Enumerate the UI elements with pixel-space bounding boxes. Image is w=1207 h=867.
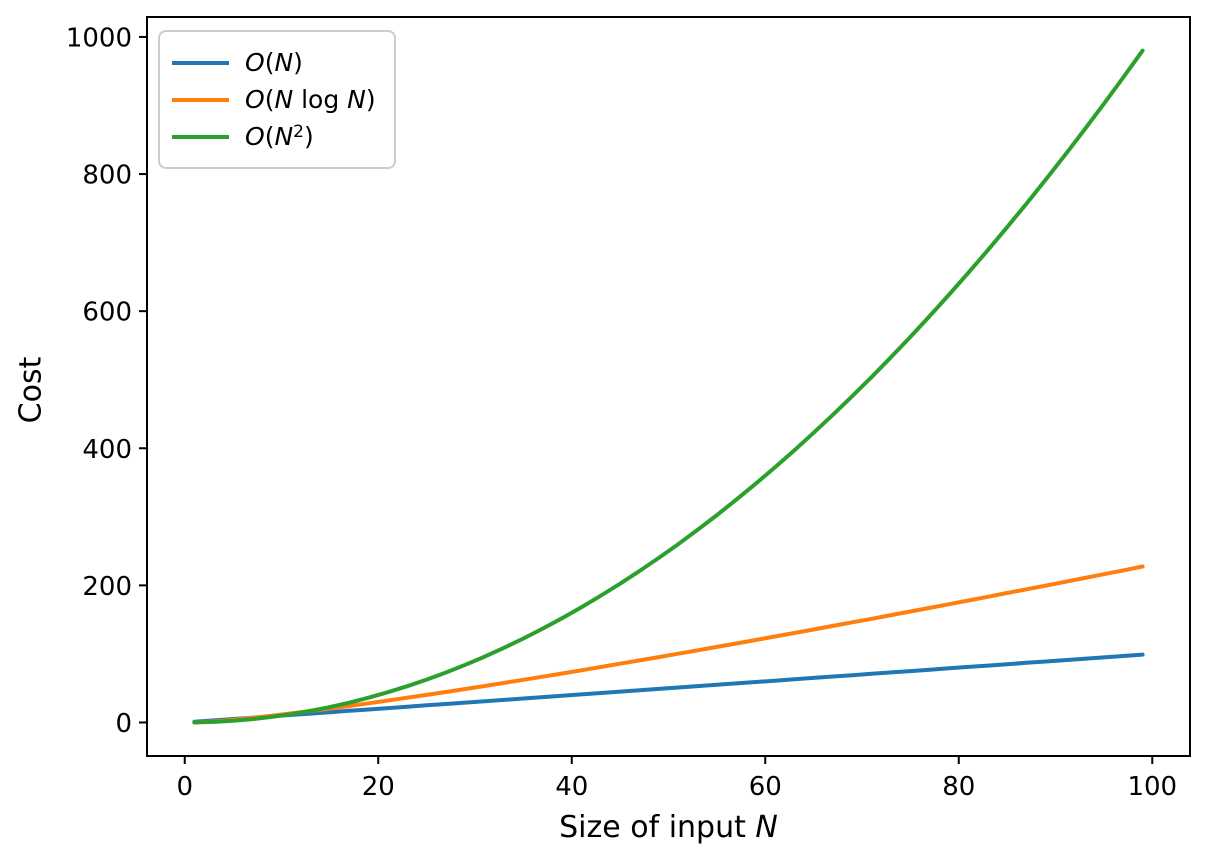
y-tick-label: 200: [82, 572, 132, 602]
text-token: (: [264, 48, 275, 77]
series-line-3: [192, 48, 1145, 725]
text-token: log: [293, 85, 348, 114]
y-tick-label: 600: [82, 298, 132, 328]
text-token: N: [347, 85, 366, 114]
axes-spines: [146, 16, 1191, 757]
series-line-1: [192, 652, 1145, 724]
text-token: Size of input: [559, 810, 756, 845]
legend-line-swatch: [172, 134, 229, 139]
text-token: 2: [293, 121, 304, 142]
text-token: O: [245, 48, 265, 77]
text-token: N: [274, 122, 294, 151]
y-axis-label: Cost: [13, 356, 49, 424]
legend-label: O(N log N): [245, 85, 376, 114]
y-tick-label: 400: [82, 435, 132, 465]
y-tick-label: 1000: [66, 23, 132, 53]
legend-line-swatch: [172, 97, 229, 102]
text-token: O: [245, 85, 265, 114]
x-tick-label: 0: [176, 772, 193, 802]
text-token: N: [274, 48, 294, 77]
text-token: N: [755, 810, 778, 845]
legend-label: O(N): [245, 48, 303, 77]
legend-item-2: O(N log N): [172, 81, 376, 118]
legend-item-1: O(N): [172, 44, 376, 81]
text-token: (: [264, 122, 275, 151]
x-tick-label: 20: [362, 772, 395, 802]
text-token: ): [365, 85, 376, 114]
series-line-2: [192, 564, 1145, 725]
y-tick-label: 800: [82, 161, 132, 191]
x-tick-label: 60: [749, 772, 782, 802]
legend-box: O(N) O(N log N) O(N2): [158, 30, 396, 169]
text-token: ): [293, 48, 303, 77]
text-token: N: [274, 85, 294, 114]
legend-item-3: O(N2): [172, 118, 376, 155]
text-token: O: [245, 122, 265, 151]
x-axis-label: Size of input N: [147, 810, 1190, 845]
text-token: (: [264, 85, 275, 114]
legend-line-swatch: [172, 60, 229, 65]
text-token: ): [303, 122, 314, 151]
x-tick-label: 80: [942, 772, 975, 802]
x-tick-label: 40: [555, 772, 588, 802]
x-tick-label: 100: [1127, 772, 1177, 802]
y-tick-label: 0: [115, 709, 132, 739]
legend-label: O(N2): [245, 121, 314, 152]
